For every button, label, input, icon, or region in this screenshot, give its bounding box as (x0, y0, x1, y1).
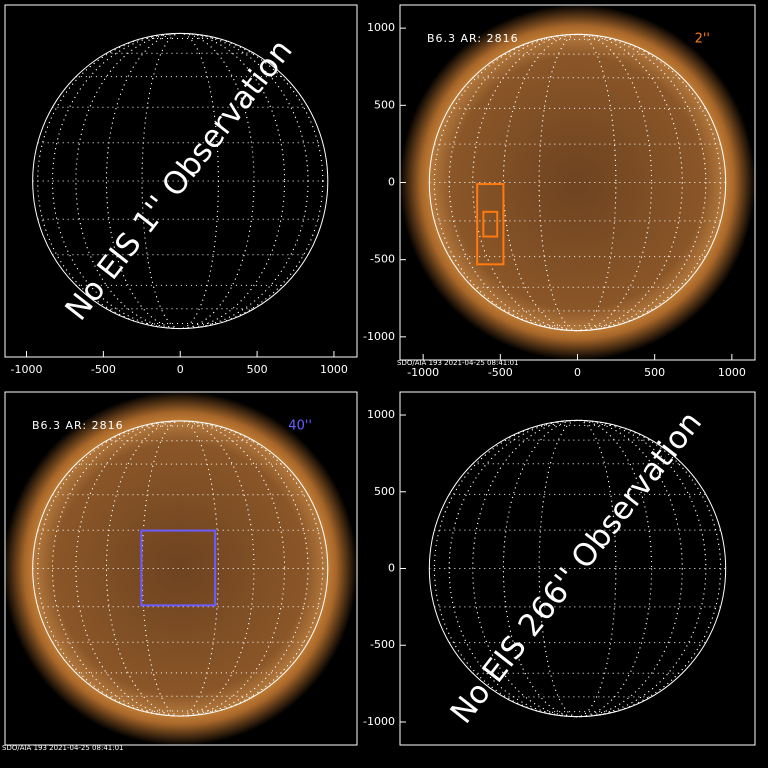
meridian (141, 32, 219, 330)
meridian (75, 420, 286, 717)
x-tick-label: -1000 (407, 366, 439, 379)
solar-disk (32, 420, 328, 717)
fov-box (482, 210, 499, 238)
fov-label: 40'' (288, 419, 312, 434)
plot (400, 5, 755, 360)
plot (32, 32, 329, 330)
plot (428, 419, 727, 718)
x-tick-label: -1000 (11, 363, 43, 376)
fov-label: 2'' (695, 32, 710, 47)
meridian (75, 32, 286, 330)
y-tick-label: 0 (388, 562, 395, 575)
meridian (141, 420, 219, 717)
x-tick-label: 500 (247, 363, 268, 376)
y-tick-label: -500 (370, 253, 395, 266)
x-tick-label: 1000 (320, 363, 348, 376)
y-tick-label: 1000 (367, 21, 395, 34)
footer: SDO/AIA 193 2021-04-25 08:41:01 (397, 359, 519, 367)
x-tick-label: 0 (574, 366, 581, 379)
meridian (538, 419, 617, 718)
y-tick-label: -1000 (363, 715, 395, 728)
meridian (105, 420, 255, 717)
meridian (472, 33, 683, 332)
meridian (433, 33, 722, 332)
no-observation: No EIS 1'' Observation (58, 33, 299, 328)
meridian (105, 32, 255, 330)
footer: SDO/AIA 193 2021-04-25 08:41:01 (2, 744, 124, 752)
y-tick-label: -1000 (363, 330, 395, 343)
x-tick-label: -500 (91, 363, 116, 376)
y-tick-label: 1000 (367, 408, 395, 421)
y-tick-label: 0 (388, 176, 395, 189)
meridian (51, 32, 309, 330)
panel-title: B6.3 AR: 2816 (427, 32, 519, 45)
y-tick-label: 500 (374, 485, 395, 498)
frame (4, 391, 358, 746)
panel: -1000 -500 0 500 1000 No EIS 1'' Observation (4, 4, 358, 376)
frame (4, 4, 358, 358)
x-tick-label: -500 (488, 366, 513, 379)
meridian (448, 419, 707, 718)
fov-box (476, 183, 505, 266)
meridian (51, 420, 309, 717)
panel-title: B6.3 AR: 2816 (32, 419, 124, 432)
plot (5, 392, 357, 745)
solar-disk (429, 34, 726, 331)
meridian (37, 420, 324, 717)
meridian (433, 419, 722, 718)
meridian (472, 419, 683, 718)
meridian (448, 33, 707, 332)
meridian (502, 419, 653, 718)
x-tick-label: 500 (644, 366, 665, 379)
panel: B6.3 AR: 2816 40'' SDO/AIA 193 2021-04-25 … (2, 391, 358, 752)
y-tick-label: 500 (374, 98, 395, 111)
fov-box (140, 529, 217, 607)
meridian (37, 32, 324, 330)
meridian (538, 33, 617, 332)
x-tick-label: 1000 (718, 366, 746, 379)
y-tick-label: -500 (370, 638, 395, 651)
x-tick-label: 0 (177, 363, 184, 376)
panel: -1000 -500 0 500 1000 -1000 -500 0 500 1000 B6.3 A… (363, 4, 756, 379)
meridian (502, 33, 653, 332)
